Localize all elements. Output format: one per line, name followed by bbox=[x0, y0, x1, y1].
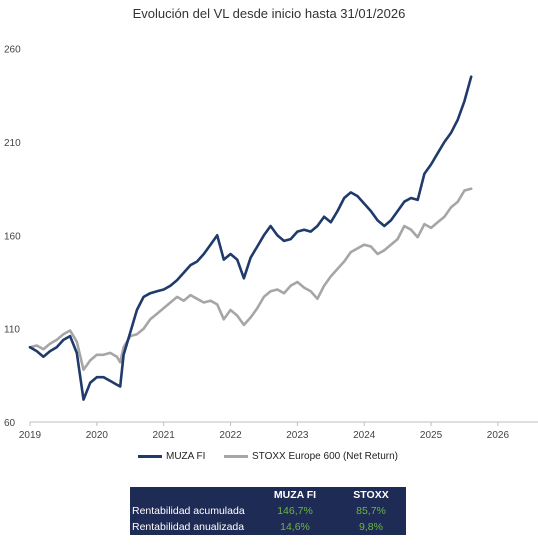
x-tick-label: 2026 bbox=[487, 430, 510, 441]
table-row: Rentabilidad anualizada 14,6% 9,8% bbox=[130, 519, 406, 535]
x-tick-label: 2019 bbox=[19, 430, 42, 441]
chart-series bbox=[28, 75, 473, 401]
row-label: Rentabilidad anualizada bbox=[132, 521, 245, 533]
legend-item-muza: MUZA FI bbox=[138, 451, 205, 462]
row-value-stoxx: 9,8% bbox=[359, 521, 383, 533]
legend-item-stoxx: STOXX Europe 600 (Net Return) bbox=[224, 451, 398, 462]
x-tick-label: 2024 bbox=[353, 430, 376, 441]
x-tick-label: 2023 bbox=[286, 430, 309, 441]
x-tick-label: 2021 bbox=[153, 430, 176, 441]
y-tick-label: 160 bbox=[4, 231, 21, 242]
legend-swatch-stoxx bbox=[224, 454, 248, 458]
table-header-stoxx: STOXX bbox=[353, 489, 389, 501]
row-value-muza: 146,7% bbox=[277, 505, 313, 517]
performance-table: MUZA FI STOXX Rentabilidad acumulada 146… bbox=[130, 487, 406, 535]
y-tick-label: 260 bbox=[4, 45, 21, 56]
row-label: Rentabilidad acumulada bbox=[132, 505, 245, 517]
x-tick-label: 2022 bbox=[219, 430, 242, 441]
row-value-stoxx: 85,7% bbox=[356, 505, 386, 517]
table-header-muza: MUZA FI bbox=[273, 489, 317, 501]
x-tick-label: 2025 bbox=[420, 430, 443, 441]
legend-swatch-muza bbox=[138, 454, 162, 458]
legend-label-muza: MUZA FI bbox=[166, 451, 206, 462]
y-tick-label: 210 bbox=[4, 138, 21, 149]
table-header-row: MUZA FI STOXX bbox=[130, 487, 406, 503]
row-value-muza: 14,6% bbox=[280, 521, 310, 533]
line-chart: 2019 2020 2021 2022 2023 2024 2025 2026 60 110 160… bbox=[4, 45, 538, 441]
table-header-blank bbox=[130, 487, 254, 503]
series-line-stoxx bbox=[28, 187, 473, 371]
y-tick-label: 60 bbox=[4, 418, 16, 429]
legend-label-stoxx: STOXX Europe 600 (Net Return) bbox=[252, 451, 398, 462]
y-tick-label: 110 bbox=[4, 325, 20, 336]
x-tick-label: 2020 bbox=[86, 430, 109, 441]
series-line-muza bbox=[28, 75, 473, 401]
chart-title: Evolución del VL desde inicio hasta 31/0… bbox=[132, 6, 406, 21]
table-row: Rentabilidad acumulada 146,7% 85,7% bbox=[130, 503, 406, 519]
chart-ticks: 2019 2020 2021 2022 2023 2024 2025 2026 60 110 160… bbox=[4, 45, 509, 441]
chart-legend: MUZA FI STOXX Europe 600 (Net Return) bbox=[0, 451, 538, 465]
